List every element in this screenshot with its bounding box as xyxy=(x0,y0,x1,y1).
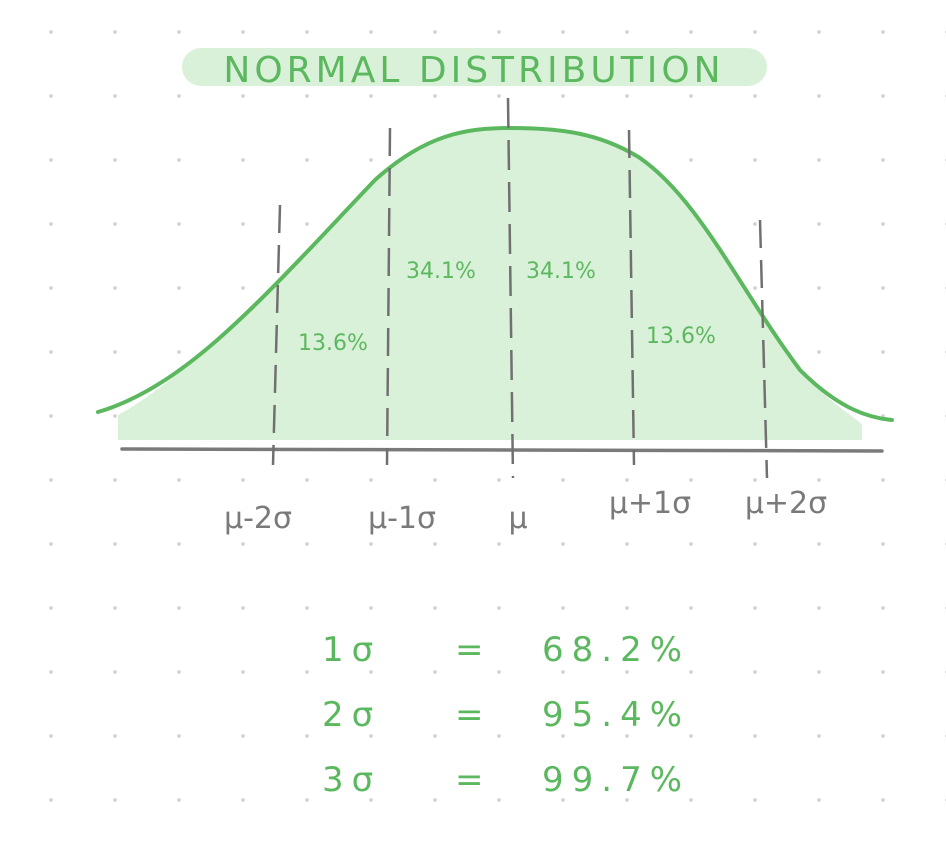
rule-row: 1σ = 68.2% xyxy=(322,630,690,670)
title-banner xyxy=(182,48,767,86)
bell-curve xyxy=(96,125,894,422)
rule-equals: = xyxy=(455,630,492,670)
rule-sigma: 3σ xyxy=(322,760,381,800)
rule-row: 3σ = 99.7% xyxy=(322,760,690,800)
region-label: 34.1% xyxy=(526,259,596,284)
diagram-title: NORMAL DISTRIBUTION xyxy=(223,50,724,91)
dashed-line-plus-1sigma xyxy=(627,129,636,466)
rule-row: 2σ = 95.4% xyxy=(322,695,690,735)
rule-equals: = xyxy=(455,760,492,800)
region-label: 13.6% xyxy=(646,324,716,349)
baseline-axis xyxy=(120,447,884,453)
curve-fill xyxy=(118,130,862,440)
tick-label: μ-2σ xyxy=(224,501,292,536)
rule-sigma: 1σ xyxy=(322,630,381,670)
region-label: 34.1% xyxy=(406,259,476,284)
tick-label: μ xyxy=(508,501,527,536)
tick-label: μ-1σ xyxy=(368,501,436,536)
rule-sigma: 2σ xyxy=(322,695,381,735)
tick-label: μ+2σ xyxy=(745,486,827,521)
tick-label: μ+1σ xyxy=(609,486,691,521)
dashed-line-minus-1sigma xyxy=(385,127,392,466)
rule-value: 68.2% xyxy=(542,630,690,670)
dashed-line-plus-2sigma xyxy=(758,219,769,479)
dashed-line-mean xyxy=(506,97,515,479)
rule-equals: = xyxy=(455,695,492,735)
region-label: 13.6% xyxy=(298,331,368,356)
rule-value: 95.4% xyxy=(542,695,690,735)
dashed-line-minus-2sigma xyxy=(271,204,282,466)
rule-value: 99.7% xyxy=(542,760,690,800)
